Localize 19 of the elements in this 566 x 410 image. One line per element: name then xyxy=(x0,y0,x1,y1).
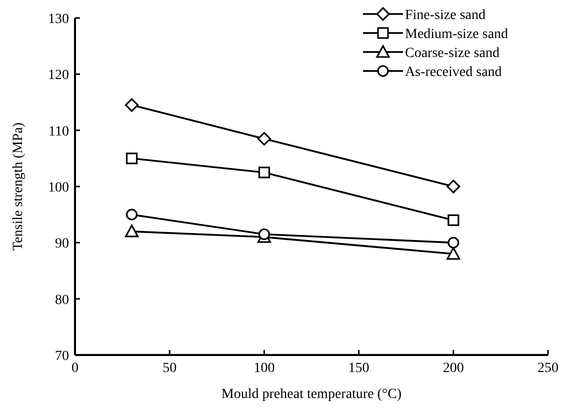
y-tick-label: 110 xyxy=(48,124,69,140)
y-tick-label: 80 xyxy=(55,292,69,308)
legend-label: Coarse-size sand xyxy=(405,46,500,61)
x-tick-label: 100 xyxy=(254,361,275,376)
y-tick-label: 90 xyxy=(55,236,69,252)
x-axis-title: Mould preheat temperature (°C) xyxy=(221,387,402,402)
x-tick-label: 50 xyxy=(162,361,177,376)
legend-label: Medium-size sand xyxy=(405,27,508,42)
y-tick-label: 130 xyxy=(48,12,69,27)
y-tick-label: 120 xyxy=(48,68,69,84)
y-tick-label: 70 xyxy=(55,349,69,364)
x-tick-label: 200 xyxy=(442,361,464,376)
x-tick-label: 250 xyxy=(538,361,558,376)
legend-label: As-received sand xyxy=(405,65,502,80)
y-tick-label: 100 xyxy=(48,180,69,196)
x-tick-label: 0 xyxy=(72,361,78,376)
legend-label: Fine-size sand xyxy=(405,8,486,23)
y-axis-title: Tensile strength (MPa) xyxy=(11,122,26,251)
x-tick-label: 150 xyxy=(348,361,370,376)
